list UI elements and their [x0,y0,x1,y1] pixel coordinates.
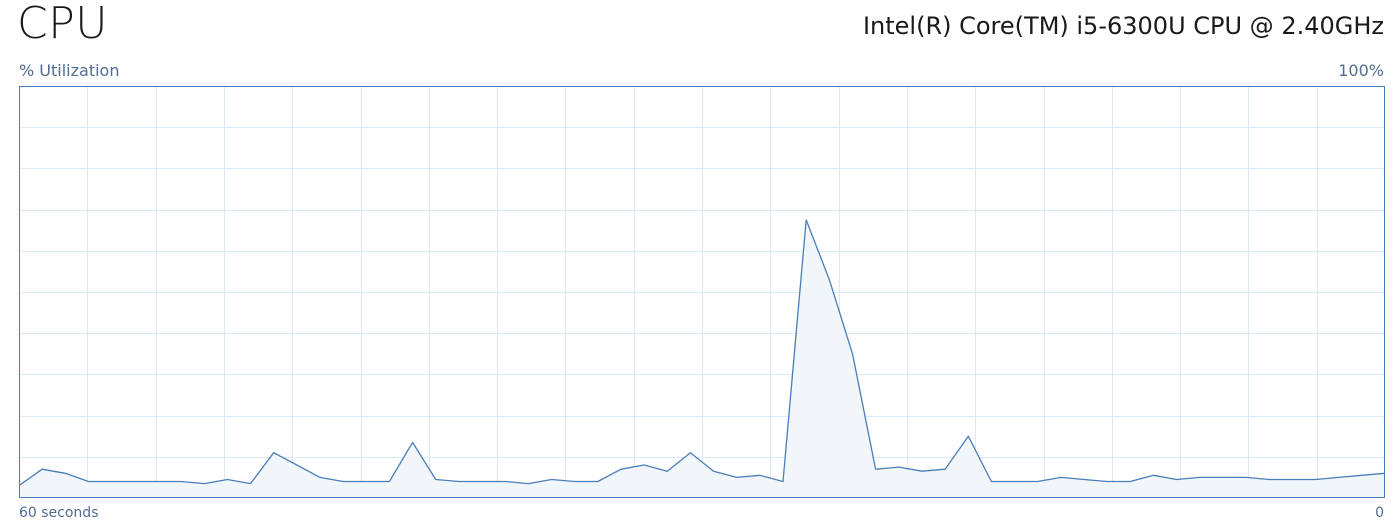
utilization-line [19,219,1385,487]
x-axis-right-label: 0 [1375,505,1384,521]
graph-grid [19,86,1385,498]
header: CPU Intel(R) Core(TM) i5-6300U CPU @ 2.4… [0,0,1400,60]
y-axis-max-label: 100% [1338,61,1384,80]
processor-name: Intel(R) Core(TM) i5-6300U CPU @ 2.40GHz [862,12,1384,40]
x-axis-left-label: 60 seconds [19,505,99,521]
cpu-utilization-graph [19,86,1385,499]
graph-border [19,86,1385,498]
y-axis-label: % Utilization [19,61,120,80]
page-title: CPU [17,0,108,49]
cpu-graph-svg [19,86,1385,498]
